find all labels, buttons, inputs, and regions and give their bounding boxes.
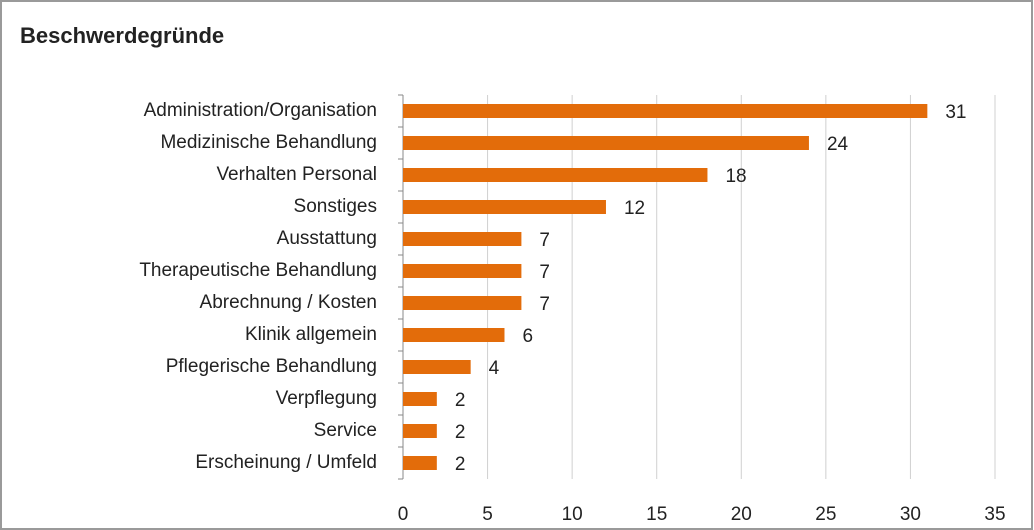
y-tick-label: Service <box>314 420 377 441</box>
y-tick-label: Abrechnung / Kosten <box>200 292 377 313</box>
bar <box>403 456 437 470</box>
y-tick-label: Pflegerische Behandlung <box>166 356 377 377</box>
x-tick-label: 20 <box>731 504 752 525</box>
bar <box>403 328 505 342</box>
y-tick-label: Verhalten Personal <box>216 164 377 185</box>
y-tick-label: Sonstiges <box>294 196 377 217</box>
y-tick-label: Verpflegung <box>276 388 377 409</box>
bar <box>403 168 708 182</box>
bar <box>403 232 522 246</box>
y-tick-label: Erscheinung / Umfeld <box>195 452 377 473</box>
x-tick-label: 5 <box>482 504 493 525</box>
data-label: 7 <box>539 294 550 315</box>
x-tick-label: 15 <box>646 504 667 525</box>
data-label: 24 <box>827 134 849 155</box>
data-label: 18 <box>725 166 746 187</box>
y-tick-label: Administration/Organisation <box>144 100 377 121</box>
data-label: 7 <box>539 230 550 251</box>
bar <box>403 200 606 214</box>
data-label: 4 <box>489 358 500 379</box>
y-tick-label: Klinik allgemein <box>245 324 377 345</box>
x-tick-label: 10 <box>562 504 583 525</box>
y-tick-label: Medizinische Behandlung <box>160 132 377 153</box>
bar <box>403 264 522 278</box>
data-label: 2 <box>455 454 466 475</box>
bar <box>403 424 437 438</box>
data-label: 31 <box>945 102 966 123</box>
bar <box>403 136 809 150</box>
x-tick-label: 30 <box>900 504 921 525</box>
bar <box>403 360 471 374</box>
x-tick-label: 25 <box>815 504 836 525</box>
data-label: 2 <box>455 422 466 443</box>
data-label: 6 <box>522 326 533 347</box>
bar <box>403 296 522 310</box>
bar <box>403 392 437 406</box>
y-tick-label: Therapeutische Behandlung <box>139 260 377 281</box>
data-label: 2 <box>455 390 466 411</box>
x-tick-label: 0 <box>398 504 409 525</box>
bar <box>403 104 928 118</box>
chart-title: Beschwerdegründe <box>20 23 224 48</box>
x-tick-label: 35 <box>984 504 1005 525</box>
data-label: 7 <box>539 262 550 283</box>
y-tick-label: Ausstattung <box>277 228 377 249</box>
data-label: 12 <box>624 198 645 219</box>
